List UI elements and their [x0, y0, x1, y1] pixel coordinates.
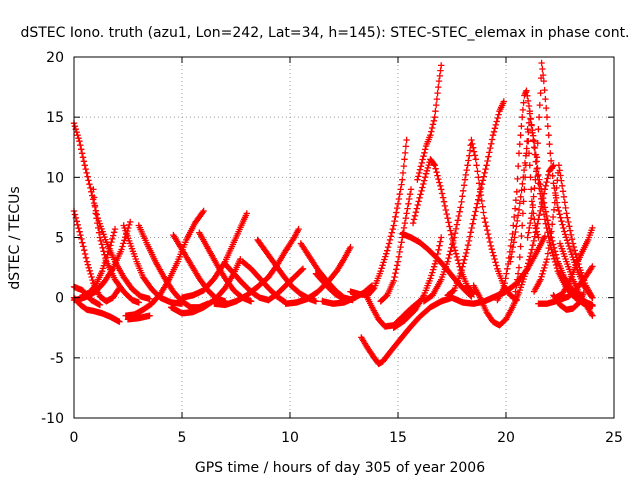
series-markers [552, 224, 596, 301]
y-tick-label: 10 [46, 170, 64, 186]
data-series [444, 98, 507, 299]
y-tick-label: 20 [46, 50, 64, 66]
series-markers [444, 98, 507, 299]
data-series [347, 136, 410, 299]
series-markers [222, 260, 272, 304]
data-series [530, 162, 596, 301]
y-tick-label: -10 [41, 411, 64, 427]
series-markers [414, 62, 445, 183]
data-series [377, 186, 415, 305]
plot-area [70, 59, 596, 368]
series-markers [530, 162, 596, 301]
y-tick-label: 0 [55, 291, 64, 307]
series-markers [312, 270, 345, 301]
data-series [222, 260, 272, 304]
series-markers [124, 312, 153, 323]
data-series [358, 294, 456, 368]
chart-title: dSTEC Iono. truth (azu1, Lon=242, Lat=34… [20, 25, 629, 41]
x-tick-label: 20 [497, 430, 515, 446]
x-axis-label: GPS time / hours of day 305 of year 2006 [195, 460, 485, 476]
series-markers [170, 231, 229, 305]
data-series [390, 234, 445, 331]
series-markers [358, 294, 456, 368]
data-series [511, 126, 542, 301]
y-tick-label: 5 [55, 231, 64, 247]
data-series [122, 207, 207, 319]
x-tick-label: 5 [178, 430, 187, 446]
series-markers [120, 222, 186, 307]
series-markers [390, 234, 445, 331]
y-tick-label: 15 [46, 110, 64, 126]
series-markers [90, 186, 142, 306]
data-series [552, 224, 596, 301]
series-markers [511, 126, 542, 301]
series-markers [122, 207, 207, 319]
data-series [312, 270, 345, 301]
data-series [414, 62, 445, 183]
y-axis-label: dSTEC / TECUs [7, 186, 23, 289]
y-tick-label: -5 [50, 351, 64, 367]
grid-lines [74, 57, 614, 418]
x-tick-label: 0 [70, 430, 79, 446]
data-series [170, 231, 229, 305]
x-tick-label: 25 [605, 430, 623, 446]
axis-ticks: 0 5 10 15 20 25 -10 -5 0 5 10 15 20 [41, 50, 623, 446]
series-markers [265, 265, 307, 304]
data-series [90, 186, 142, 306]
data-series [265, 265, 307, 304]
x-tick-label: 10 [281, 430, 299, 446]
series-markers [377, 186, 415, 305]
series-markers [347, 136, 410, 299]
x-tick-label: 15 [389, 430, 407, 446]
data-series [124, 312, 153, 323]
data-series [120, 222, 186, 307]
